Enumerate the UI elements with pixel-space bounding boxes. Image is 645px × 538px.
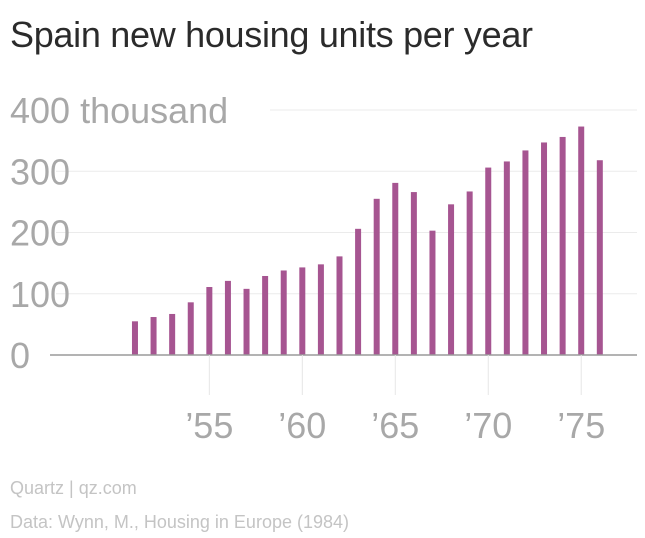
x-axis-ticks bbox=[208, 355, 582, 395]
data-credit: Data: Wynn, M., Housing in Europe (1984) bbox=[10, 512, 350, 532]
bar-1952 bbox=[150, 317, 157, 355]
y-axis-labels: 0 100 200 300 400 thousand bbox=[10, 90, 228, 376]
bar-1969 bbox=[466, 191, 473, 355]
bar-1954 bbox=[187, 302, 194, 355]
x-tick-label-1975: ’75 bbox=[557, 405, 605, 446]
bars bbox=[131, 126, 603, 355]
bar-chart: 0 100 200 300 400 thousand ’55 ’60 ’65 ’70 ’75 bbox=[10, 90, 637, 446]
bar-1967 bbox=[429, 230, 436, 355]
bar-1974 bbox=[559, 136, 566, 355]
bar-1956 bbox=[224, 280, 231, 355]
y-tick-label-0: 0 bbox=[10, 335, 30, 376]
bar-1958 bbox=[262, 275, 269, 355]
x-tick-label-1960: ’60 bbox=[278, 405, 326, 446]
bar-1963 bbox=[355, 228, 362, 355]
bar-1962 bbox=[336, 256, 343, 355]
bar-1973 bbox=[541, 142, 548, 355]
chart-title: Spain new housing units per year bbox=[10, 14, 533, 55]
bar-1970 bbox=[485, 167, 492, 355]
bar-1972 bbox=[522, 150, 529, 355]
bar-1960 bbox=[299, 267, 306, 355]
bar-1976 bbox=[596, 160, 603, 355]
y-tick-label-100: 100 bbox=[10, 274, 70, 315]
y-tick-label-400: 400 thousand bbox=[10, 90, 228, 131]
x-axis-labels: ’55 ’60 ’65 ’70 ’75 bbox=[185, 405, 605, 446]
bar-1971 bbox=[503, 161, 510, 355]
source-credit: Quartz | qz.com bbox=[10, 478, 137, 498]
bar-1966 bbox=[410, 192, 417, 355]
x-tick-label-1955: ’55 bbox=[185, 405, 233, 446]
bar-1961 bbox=[317, 264, 324, 355]
x-tick-label-1970: ’70 bbox=[464, 405, 512, 446]
bar-1951 bbox=[131, 321, 138, 355]
bar-1957 bbox=[243, 288, 250, 355]
bar-1953 bbox=[169, 313, 176, 355]
bar-1975 bbox=[578, 126, 585, 355]
y-tick-label-200: 200 bbox=[10, 213, 70, 254]
bar-1968 bbox=[448, 204, 455, 355]
bar-1965 bbox=[392, 182, 399, 355]
bar-1955 bbox=[206, 287, 213, 355]
y-tick-label-300: 300 bbox=[10, 151, 70, 192]
bar-1959 bbox=[280, 270, 287, 355]
bar-1964 bbox=[373, 198, 380, 355]
x-tick-label-1965: ’65 bbox=[371, 405, 419, 446]
gridlines bbox=[56, 109, 637, 295]
